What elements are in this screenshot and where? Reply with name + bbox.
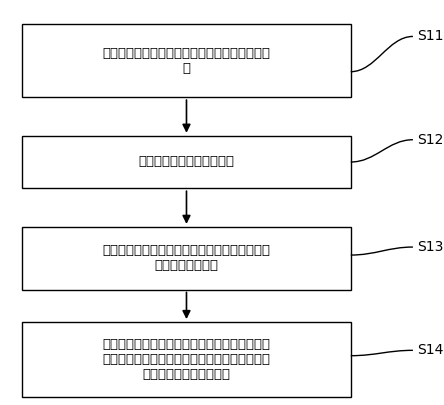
Text: S110: S110 — [417, 30, 444, 43]
Text: 从服务端获取第一加密数据: 从服务端获取第一加密数据 — [139, 156, 234, 168]
FancyBboxPatch shape — [22, 322, 351, 397]
FancyBboxPatch shape — [22, 136, 351, 188]
Text: S140: S140 — [417, 343, 444, 357]
Text: 基于所述智能门锁的第一密钥，生成并显示图形
码: 基于所述智能门锁的第一密钥，生成并显示图形 码 — [103, 47, 270, 75]
Text: 基于所述第一密钥对所述第一加密数据解密，以
获取所述绑定数据: 基于所述第一密钥对所述第一加密数据解密，以 获取所述绑定数据 — [103, 244, 270, 272]
Text: 基于所述绑定数据，构建所述智能门锁和所述客
户端的绑定关系，使所述客户端能够基于所述授
权密钥管控所述智能门锁: 基于所述绑定数据，构建所述智能门锁和所述客 户端的绑定关系，使所述客户端能够基于… — [103, 338, 270, 381]
Text: S120: S120 — [417, 133, 444, 147]
FancyBboxPatch shape — [22, 24, 351, 97]
Text: S130: S130 — [417, 240, 444, 254]
FancyBboxPatch shape — [22, 227, 351, 290]
